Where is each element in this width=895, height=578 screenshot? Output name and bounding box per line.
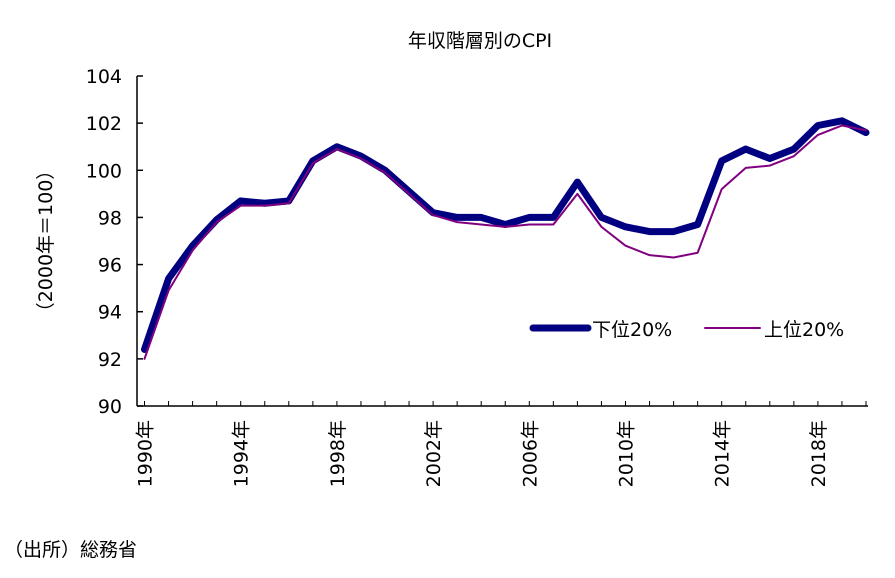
- chart-title: 年収階層別のCPI: [408, 30, 552, 52]
- x-tick-label: 2006年: [519, 420, 541, 487]
- y-tick-label: 98: [98, 207, 122, 229]
- y-tick-label: 104: [86, 66, 122, 88]
- x-tick-label: 2002年: [423, 420, 445, 487]
- x-tick-label: 2010年: [616, 420, 638, 487]
- y-axis-label: （2000年＝100）: [35, 161, 57, 322]
- x-tick-label: 1990年: [135, 420, 157, 487]
- legend-label: 下位20%: [592, 319, 672, 341]
- y-tick-label: 100: [86, 160, 122, 182]
- x-tick-label: 1994年: [231, 420, 253, 487]
- y-tick-label: 92: [98, 349, 122, 371]
- series-line-bottom-20: [141, 117, 870, 353]
- y-tick-label: 94: [98, 302, 122, 324]
- x-tick-label: 1998年: [327, 420, 349, 487]
- x-tick-label: 2018年: [808, 420, 830, 487]
- y-tick-label: 96: [98, 255, 122, 277]
- y-tick-label: 102: [86, 113, 122, 135]
- series-line-top-20: [143, 124, 867, 360]
- legend-label: 上位20%: [764, 319, 844, 341]
- y-tick-label: 90: [98, 396, 122, 418]
- source-note: （出所）総務省: [4, 539, 138, 561]
- x-tick-label: 2014年: [712, 420, 734, 487]
